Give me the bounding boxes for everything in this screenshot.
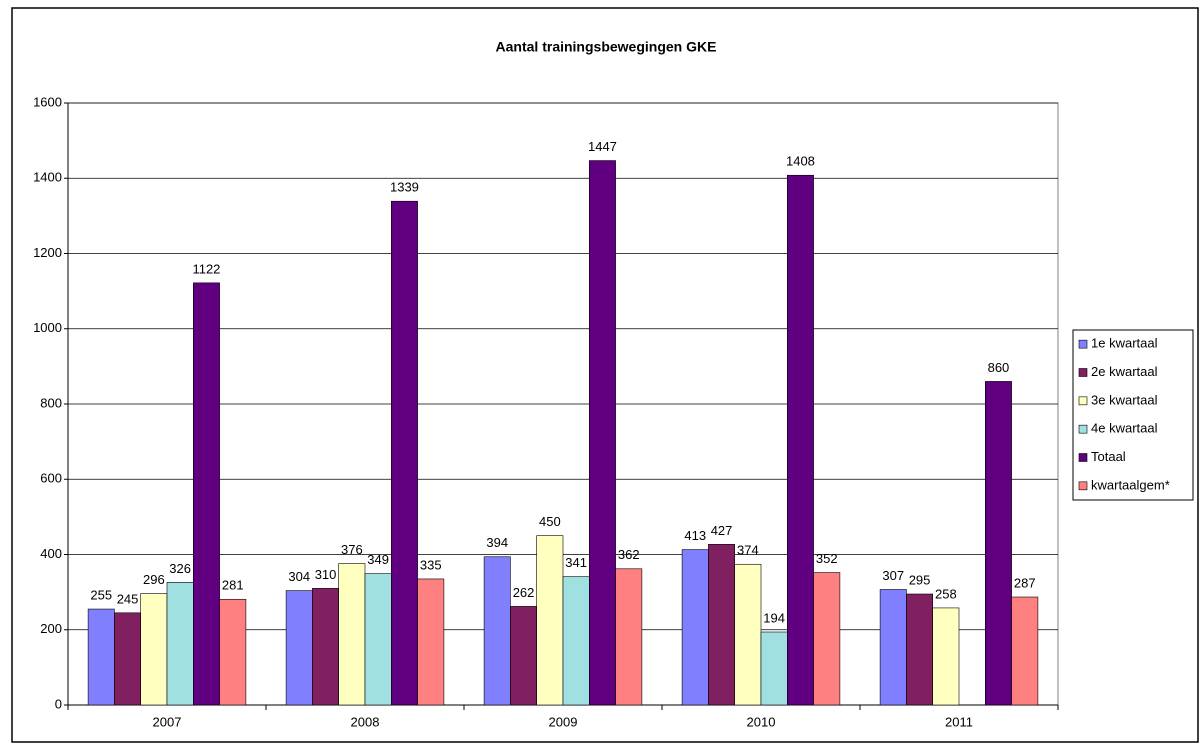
legend-label: 2e kwartaal bbox=[1091, 364, 1158, 379]
bar bbox=[708, 544, 736, 706]
bar bbox=[510, 606, 537, 706]
legend-box bbox=[1072, 329, 1194, 501]
data-label: 394 bbox=[486, 535, 508, 550]
y-tick-label: 1400 bbox=[33, 170, 62, 185]
data-label: 245 bbox=[117, 591, 139, 606]
bar bbox=[483, 556, 511, 706]
bar bbox=[364, 573, 392, 706]
data-label: 262 bbox=[513, 585, 535, 600]
data-label: 296 bbox=[143, 572, 165, 587]
bar bbox=[114, 612, 142, 706]
data-label: 1339 bbox=[390, 180, 419, 195]
legend-swatch bbox=[1078, 453, 1088, 462]
data-label: 287 bbox=[1014, 575, 1036, 590]
data-label: 258 bbox=[935, 586, 957, 601]
legend-swatch bbox=[1078, 424, 1088, 434]
data-label: 281 bbox=[222, 578, 244, 593]
y-tick-label: 400 bbox=[40, 546, 62, 561]
y-tick-label: 1000 bbox=[33, 320, 62, 335]
x-tick-label: 2011 bbox=[945, 714, 973, 729]
bar bbox=[813, 572, 841, 706]
bar bbox=[417, 578, 445, 706]
y-tick-label: 600 bbox=[40, 471, 62, 486]
data-label: 427 bbox=[711, 523, 733, 538]
bar bbox=[615, 568, 643, 706]
data-label: 413 bbox=[684, 528, 706, 543]
data-label: 307 bbox=[882, 568, 904, 583]
data-label: 1122 bbox=[192, 261, 220, 276]
bar bbox=[734, 563, 762, 706]
data-label: 310 bbox=[315, 567, 337, 582]
bar bbox=[562, 576, 590, 706]
data-label: 326 bbox=[169, 561, 191, 576]
bar bbox=[390, 200, 418, 706]
data-label: 1408 bbox=[786, 154, 815, 169]
bar bbox=[760, 631, 788, 706]
y-tick-label: 800 bbox=[40, 395, 62, 410]
data-label: 335 bbox=[420, 557, 442, 572]
x-tick-label: 2008 bbox=[351, 714, 380, 729]
x-tick-label: 2009 bbox=[549, 714, 578, 729]
bar bbox=[219, 598, 247, 706]
bar bbox=[338, 563, 366, 706]
bar bbox=[140, 593, 168, 706]
bar bbox=[536, 535, 564, 706]
bar bbox=[984, 381, 1012, 706]
data-label: 341 bbox=[565, 555, 587, 570]
bar bbox=[681, 549, 709, 706]
data-label: 374 bbox=[737, 543, 759, 558]
bar bbox=[166, 582, 194, 706]
data-label: 362 bbox=[618, 547, 640, 562]
legend-swatch bbox=[1078, 481, 1088, 491]
data-label: 376 bbox=[341, 542, 363, 557]
bar bbox=[1011, 596, 1039, 706]
bar bbox=[588, 160, 616, 706]
legend-swatch bbox=[1078, 339, 1088, 349]
bar bbox=[87, 608, 115, 706]
chart-title: Aantal trainingsbewegingen GKE bbox=[496, 39, 717, 55]
y-tick-label: 200 bbox=[40, 621, 62, 636]
legend-label: 4e kwartaal bbox=[1091, 421, 1158, 436]
data-label: 255 bbox=[90, 587, 112, 602]
bar bbox=[906, 593, 934, 706]
y-tick-label: 1600 bbox=[33, 94, 62, 109]
y-tick-label: 1200 bbox=[33, 245, 62, 260]
legend-swatch bbox=[1078, 368, 1088, 377]
legend-label: 3e kwartaal bbox=[1091, 392, 1158, 407]
data-label: 304 bbox=[288, 569, 310, 584]
bar bbox=[786, 174, 814, 706]
data-label: 194 bbox=[763, 610, 785, 625]
data-label: 450 bbox=[539, 514, 561, 529]
x-tick-label: 2007 bbox=[153, 714, 182, 729]
data-label: 295 bbox=[909, 572, 931, 587]
bar bbox=[285, 590, 313, 706]
x-tick-label: 2010 bbox=[747, 714, 776, 729]
legend-label: Totaal bbox=[1091, 449, 1126, 464]
y-tick-label: 0 bbox=[55, 696, 62, 711]
bar bbox=[312, 588, 339, 706]
legend-label: kwartaalgem* bbox=[1091, 477, 1170, 492]
legend-label: 1e kwartaal bbox=[1091, 336, 1158, 351]
data-label: 1447 bbox=[588, 139, 617, 154]
data-label: 352 bbox=[816, 551, 838, 566]
legend-swatch bbox=[1078, 396, 1088, 406]
bar bbox=[932, 607, 960, 706]
bar bbox=[879, 589, 907, 706]
bar bbox=[193, 282, 220, 706]
data-label: 860 bbox=[988, 360, 1010, 375]
data-label: 349 bbox=[367, 552, 389, 567]
